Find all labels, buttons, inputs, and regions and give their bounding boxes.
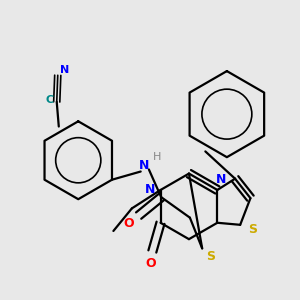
Text: S: S (206, 250, 215, 263)
Text: H: H (153, 152, 161, 162)
Text: N: N (216, 173, 226, 186)
Text: N: N (139, 159, 149, 172)
Text: O: O (145, 257, 156, 270)
Text: N: N (60, 65, 70, 75)
Text: N: N (145, 184, 155, 196)
Text: C: C (46, 95, 54, 105)
Text: S: S (248, 224, 257, 236)
Text: O: O (123, 217, 134, 230)
